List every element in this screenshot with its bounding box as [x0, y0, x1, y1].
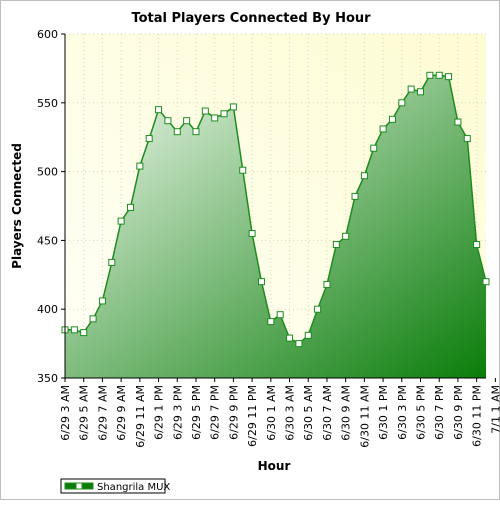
chart-title: Total Players Connected By Hour [131, 11, 371, 26]
x-tick-label: 6/29 11 AM [134, 385, 147, 448]
x-tick-label: 6/29 3 PM [171, 385, 184, 440]
x-tick-label: 6/30 1 PM [377, 385, 390, 440]
data-point [379, 125, 387, 133]
y-tick-label: 600 [37, 28, 58, 41]
x-tick-label: 6/30 9 AM [340, 385, 353, 441]
legend-label: Shangrila MUX [97, 482, 170, 493]
data-point [426, 71, 434, 79]
x-axis-title: Hour [258, 459, 291, 473]
data-point [108, 258, 116, 266]
data-point [211, 114, 219, 122]
y-tick-label: 550 [37, 97, 58, 110]
y-tick-label: 400 [37, 303, 58, 316]
data-point [323, 280, 331, 288]
x-tick-label: 6/30 11 AM [358, 385, 371, 448]
data-point [370, 144, 378, 152]
x-tick-label: 6/29 5 PM [190, 385, 203, 440]
x-tick-label: 6/29 11 PM [246, 385, 259, 447]
data-point [192, 128, 200, 136]
data-point [183, 117, 191, 125]
series-area [65, 75, 486, 379]
x-tick-label: 6/30 5 AM [302, 385, 315, 441]
data-point [398, 99, 406, 107]
data-point [332, 241, 340, 249]
data-point [164, 117, 172, 125]
y-tick-label: 350 [37, 372, 58, 385]
data-point [417, 88, 425, 96]
y-tick-label: 500 [37, 166, 58, 179]
data-point [155, 106, 163, 114]
y-tick-labels: 350 400 450 500 550 600 [37, 28, 58, 385]
x-tick-label: 6/30 5 PM [415, 385, 428, 440]
data-point [445, 73, 453, 81]
x-tick-labels: 6/29 3 AM 6/29 5 AM 6/29 7 AM 6/29 9 AM 6/29… [59, 385, 500, 448]
data-point [482, 278, 490, 286]
data-point [248, 230, 256, 238]
x-tick-label: 6/30 7 PM [433, 385, 446, 440]
data-point [80, 329, 88, 337]
x-tick-label: 6/30 9 PM [452, 385, 465, 440]
x-tick-label: 6/29 3 AM [59, 385, 72, 441]
x-tick-label: 6/30 3 AM [284, 385, 297, 441]
y-axis-title: Players Connected [10, 143, 24, 269]
legend: Shangrila MUX [60, 478, 170, 494]
data-point [98, 297, 106, 305]
data-point [220, 110, 228, 118]
data-point [239, 166, 247, 174]
series-markers [61, 71, 490, 348]
data-point [342, 232, 350, 240]
x-tick-label: 7/1 1 AM [489, 385, 500, 434]
series-line [65, 74, 487, 345]
x-tick-label: 6/30 3 PM [396, 385, 409, 440]
data-point [136, 162, 144, 170]
data-point [229, 103, 237, 111]
x-tick-label: 6/29 1 PM [153, 385, 166, 440]
x-tick-label: 6/29 7 PM [209, 385, 222, 440]
x-tick-label: 6/29 7 AM [96, 385, 109, 441]
legend-marker [75, 482, 83, 490]
x-tick-label: 6/30 7 AM [321, 385, 334, 441]
data-point [117, 217, 125, 225]
y-tick-label: 450 [37, 234, 58, 247]
x-tick-label: 6/30 1 AM [265, 385, 278, 441]
data-point [295, 340, 303, 348]
x-tick-label: 6/29 5 AM [78, 385, 91, 441]
data-point [473, 241, 481, 249]
data-point [70, 326, 78, 334]
data-point [314, 305, 322, 313]
x-tick-label: 6/30 11 PM [471, 385, 484, 447]
x-tick-label: 6/29 9 AM [115, 385, 128, 441]
data-point [173, 128, 181, 136]
x-tick-label: 6/29 9 PM [227, 385, 240, 440]
data-point [267, 318, 275, 326]
data-point [286, 334, 294, 342]
data-point [454, 118, 462, 126]
data-point [89, 315, 97, 323]
data-point [126, 203, 134, 211]
data-point [360, 172, 368, 180]
data-point [304, 331, 312, 339]
axes [61, 33, 496, 382]
data-point [463, 135, 471, 143]
data-point [276, 311, 284, 319]
data-point [145, 135, 153, 143]
data-point [388, 115, 396, 123]
data-point [435, 71, 443, 79]
data-point [201, 107, 209, 115]
data-point [407, 85, 415, 93]
data-point [257, 278, 265, 286]
data-point [351, 192, 359, 200]
